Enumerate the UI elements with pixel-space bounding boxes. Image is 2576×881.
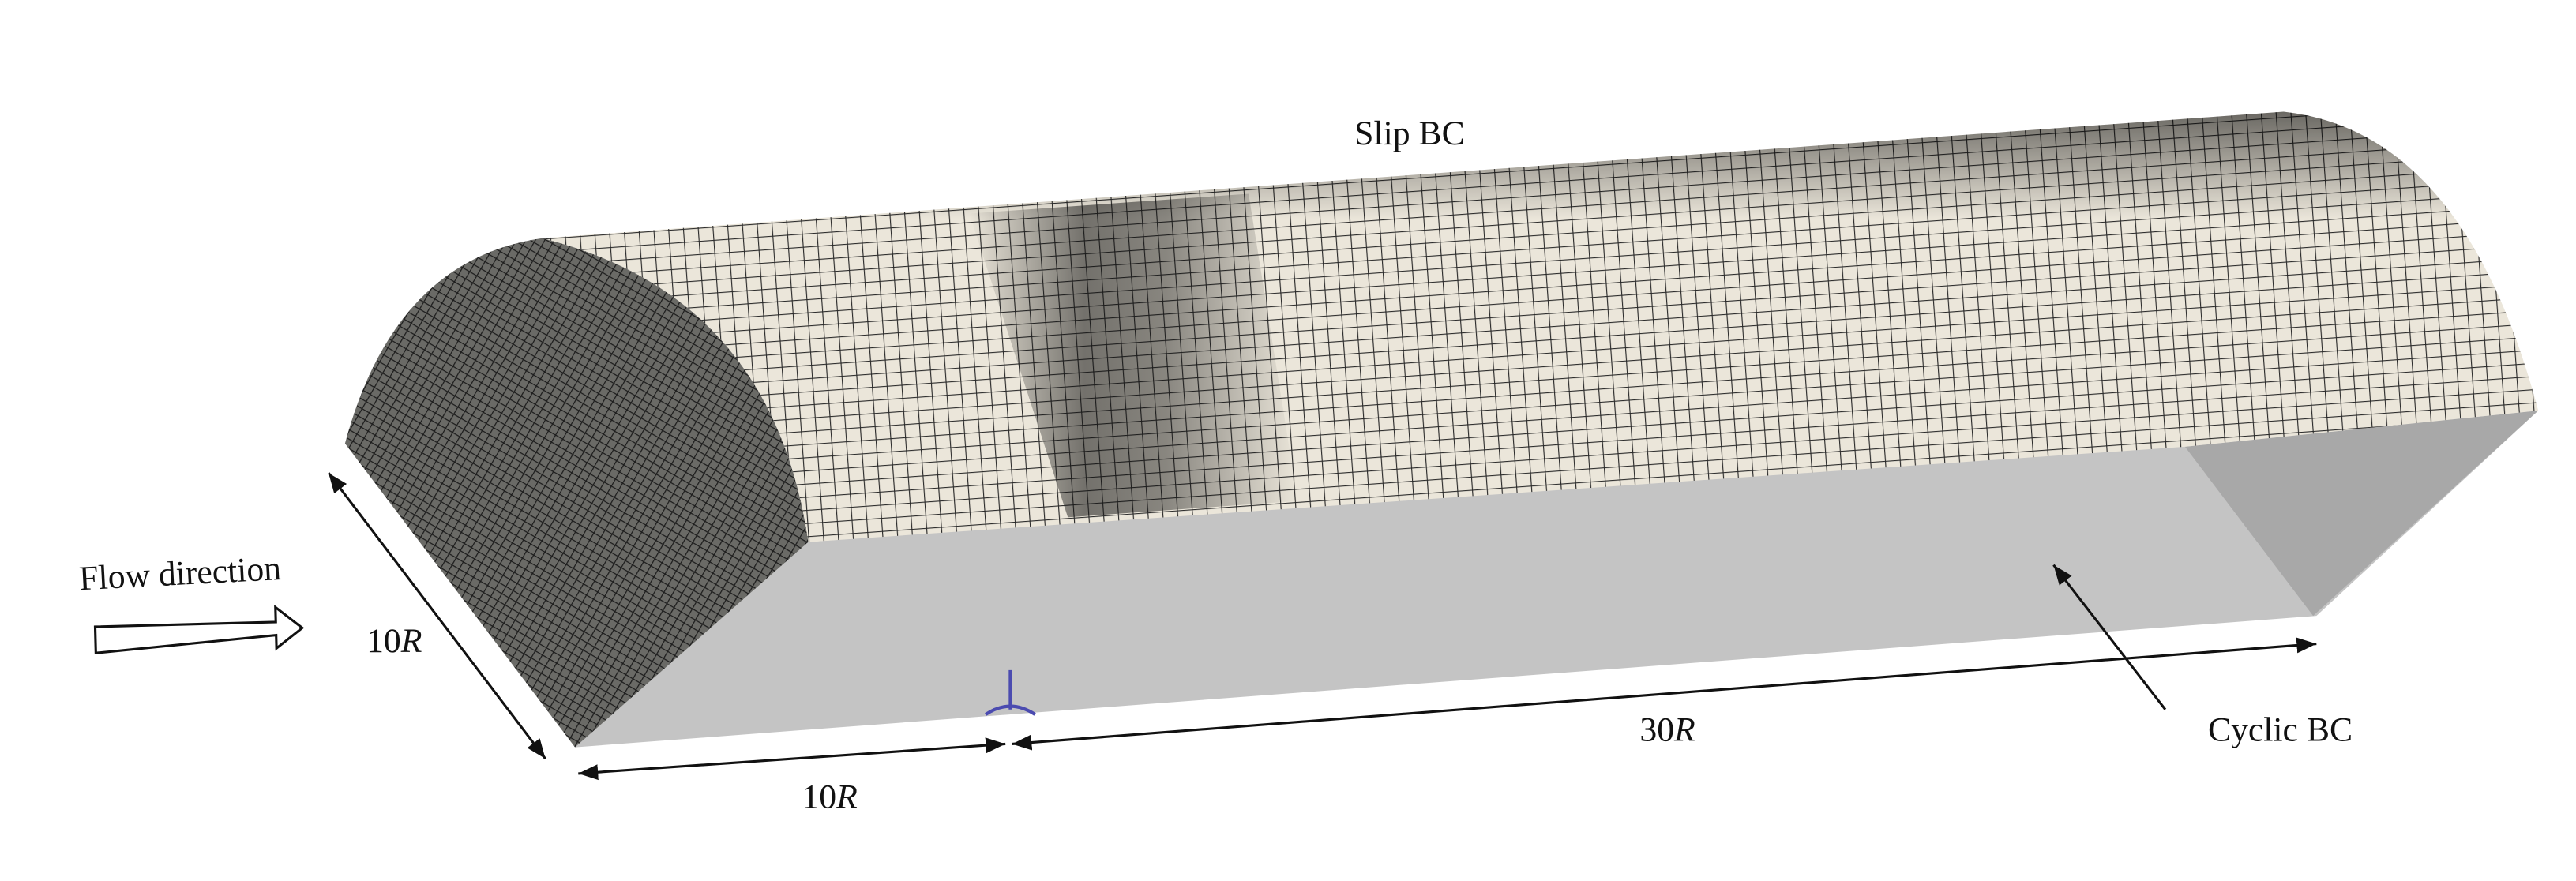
dim-arrow-side (327, 472, 546, 760)
refined-band (969, 193, 1298, 518)
flow-label: Flow direction (78, 549, 282, 598)
upstream-length-label: 10R (802, 778, 857, 816)
variable: R (836, 778, 858, 816)
dim-arrow-downstream (1012, 637, 2317, 751)
number: 10 (366, 622, 401, 660)
cyclic-face (2184, 411, 2539, 617)
cyclic-pointer (2052, 564, 2167, 710)
number: 10 (802, 778, 836, 816)
inlet-face (344, 238, 809, 748)
downstream-length-label: 30R (1639, 710, 1695, 748)
slip-label: Slip BC (1354, 114, 1465, 152)
variable: R (400, 622, 422, 660)
number: 30 (1639, 710, 1674, 748)
flow-arrow (93, 605, 305, 654)
variable: R (1673, 710, 1695, 748)
side-length-label: 10R (366, 622, 422, 660)
cyclic-label: Cyclic BC (2208, 710, 2353, 748)
dim-arrow-upstream (578, 737, 1006, 781)
